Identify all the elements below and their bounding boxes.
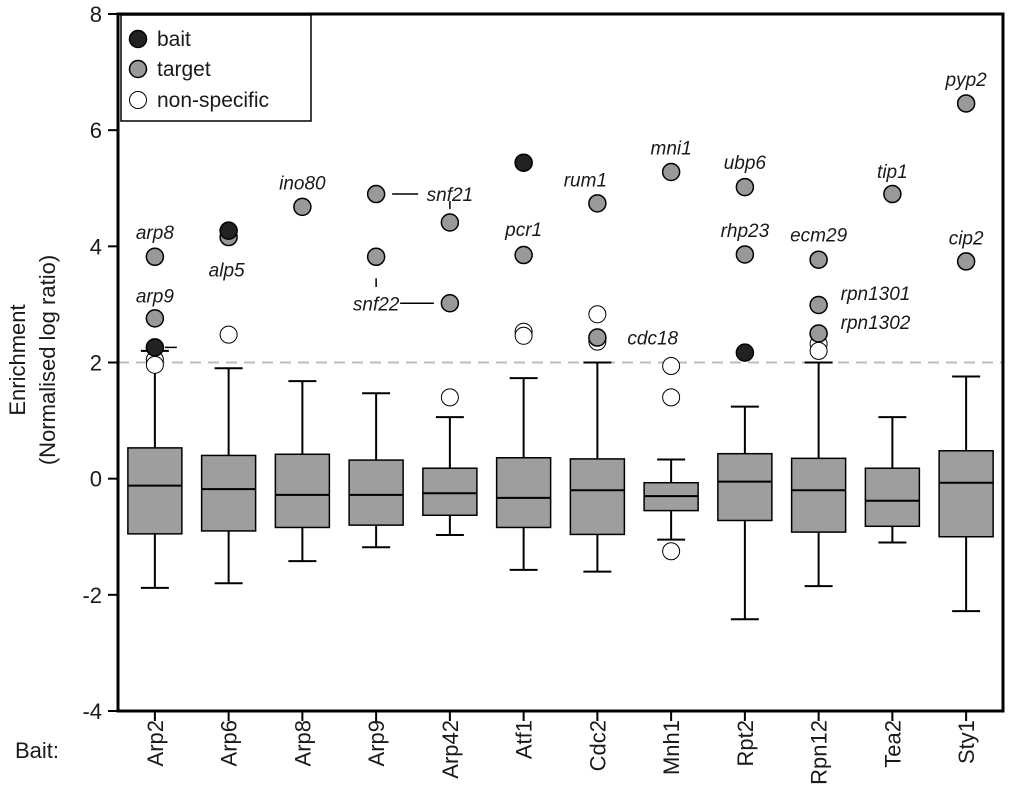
bait-point-33 [145, 338, 165, 357]
target-point-13 [145, 247, 165, 267]
y-axis-label-line1: Enrichment [5, 304, 30, 415]
non-specific-point-5 [514, 326, 533, 345]
box-8 [717, 452, 773, 522]
y-tick-label-4: 4 [90, 234, 102, 259]
y-tick-label-2: 0 [90, 467, 102, 492]
y-axis-label-line2: (Normalised log ratio) [35, 255, 60, 465]
target-point-31 [956, 94, 976, 113]
annotation-cip2: cip2 [949, 229, 984, 250]
x-tick-label-cdc2: Cdc2 [585, 720, 610, 771]
target-point-27 [809, 250, 828, 269]
target-point-24 [661, 162, 681, 182]
target-point-30 [883, 184, 902, 204]
box-6 [569, 458, 626, 536]
non-specific-point-10 [662, 542, 681, 561]
target-point-32 [956, 252, 976, 271]
annotation-rum1: rum1 [564, 171, 607, 192]
x-tick-label-arp6: Arp6 [217, 720, 242, 766]
legend-target-label: target [157, 58, 211, 81]
target-point-21 [514, 245, 533, 265]
legend-bait-marker [128, 29, 148, 49]
bait-point-35 [514, 153, 533, 172]
annotation-rpn1301: rpn1301 [841, 284, 911, 305]
annotation-snf22: snf22 [353, 294, 400, 315]
annotation-mni1: mni1 [651, 139, 692, 160]
box-10 [864, 467, 921, 528]
box-5 [495, 457, 552, 529]
annotation-cdc18: cdc18 [627, 329, 678, 350]
target-point-19 [440, 213, 460, 232]
target-point-28 [809, 295, 828, 315]
annotation-ecm29: ecm29 [790, 226, 847, 247]
target-point-17 [366, 184, 386, 204]
box-2 [274, 453, 331, 529]
target-point-16 [293, 197, 312, 217]
legend-box [120, 14, 312, 122]
target-point-29 [809, 324, 828, 343]
annotation-snf21: snf21 [427, 185, 473, 206]
x-tick-label-rpn12: Rpn12 [807, 720, 832, 785]
x-tick-label-sty1: Sty1 [954, 720, 979, 764]
x-tick-label-arp9: Arp9 [364, 720, 389, 766]
legend: bait target non-specific [120, 14, 312, 122]
annotation-ino80: ino80 [279, 173, 326, 194]
non-specific-point-3 [440, 388, 459, 407]
x-tick-label-tea2: Tea2 [880, 720, 905, 768]
target-point-23 [588, 328, 607, 347]
box-4 [422, 467, 478, 517]
legend-target-marker [128, 59, 148, 79]
box-9 [790, 457, 847, 533]
non-specific-point-1 [145, 355, 164, 374]
box-11 [938, 450, 994, 538]
x-tick-label-atf1: Atf1 [512, 720, 537, 759]
box-3 [348, 459, 404, 526]
non-specific-point-2 [219, 325, 238, 344]
annotation-pcr1: pcr1 [504, 220, 542, 241]
annotation-rhp23: rhp23 [721, 221, 770, 242]
bait-point-34 [219, 221, 238, 240]
x-tick-label-mnh1: Mnh1 [659, 720, 684, 775]
annotation-ubp6: ubp6 [724, 153, 767, 174]
x-tick-label-arp42: Arp42 [438, 720, 463, 779]
legend-bait-label: bait [157, 28, 191, 51]
box-1 [200, 454, 257, 532]
annotation-tip1: tip1 [877, 162, 908, 183]
y-tick-label-0: -4 [82, 699, 102, 724]
plot-layer: -4 -2 0 2 4 6 8 Arp2 Arp6 Arp8 Arp9 Arp42 Atf1 Cdc2 Mn… [82, 2, 1005, 785]
x-tick-label-arp8: Arp8 [290, 720, 315, 766]
annotation-rpn1302: rpn1302 [841, 313, 911, 334]
non-specific-point-9 [662, 388, 681, 407]
annotation-arp9: arp9 [136, 287, 174, 308]
legend-non-specific-label: non-specific [157, 89, 269, 112]
y-tick-label-1: -2 [82, 583, 102, 608]
box-0 [127, 447, 183, 535]
non-specific-point-12 [809, 341, 828, 360]
target-point-14 [145, 309, 165, 328]
y-tick-label-5: 6 [90, 118, 102, 143]
non-specific-point-8 [662, 356, 681, 375]
bait-point-36 [735, 343, 755, 362]
annotation-alp5: alp5 [209, 261, 245, 282]
target-point-20 [440, 294, 460, 313]
non-specific-point-6 [588, 305, 607, 324]
annotation-arp8: arp8 [136, 223, 174, 244]
target-point-26 [735, 245, 755, 264]
target-point-18 [366, 247, 386, 267]
legend-non-specific-marker [129, 91, 147, 109]
x-tick-label-rpt2: Rpt2 [733, 720, 758, 766]
y-tick-label-3: 2 [90, 351, 102, 376]
target-point-25 [735, 177, 755, 197]
y-tick-label-6: 8 [90, 2, 102, 27]
x-tick-label-arp2: Arp2 [143, 720, 168, 766]
annotation-pyp2: pyp2 [945, 70, 988, 91]
x-axis-prefix-label: Bait: [15, 738, 59, 763]
target-point-22 [588, 194, 607, 213]
